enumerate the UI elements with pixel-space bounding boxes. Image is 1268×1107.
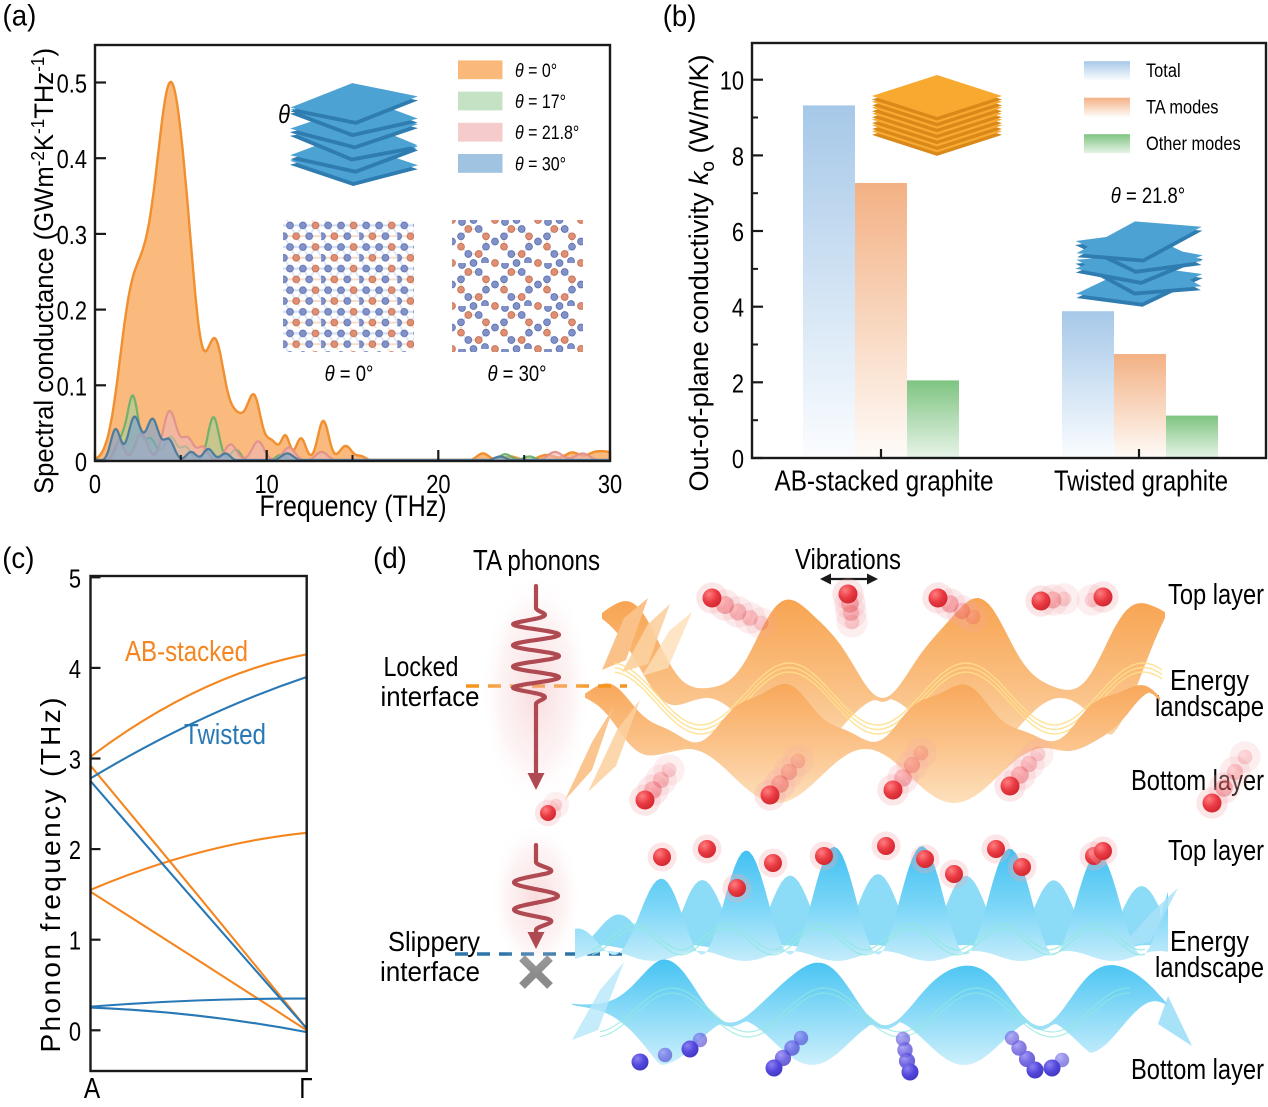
- svg-text:0: 0: [69, 1018, 81, 1047]
- svg-text:0.4: 0.4: [57, 145, 87, 174]
- svg-text:Slippery: Slippery: [388, 926, 480, 957]
- svg-text:Locked: Locked: [384, 651, 459, 682]
- svg-text:(d): (d): [373, 542, 407, 575]
- svg-text:TA phonons: TA phonons: [473, 545, 600, 577]
- svg-text:θ = 30°: θ = 30°: [515, 153, 566, 175]
- svg-text:10: 10: [255, 470, 279, 499]
- svg-text:(b): (b): [663, 0, 697, 33]
- svg-text:θ = 21.8°: θ = 21.8°: [515, 122, 579, 144]
- svg-text:3: 3: [69, 746, 81, 775]
- svg-text:5: 5: [69, 565, 81, 594]
- svg-text:interface: interface: [381, 681, 480, 712]
- svg-text:θ = 17°: θ = 17°: [515, 91, 566, 113]
- svg-text:θ = 0°: θ = 0°: [515, 59, 557, 81]
- svg-text:10: 10: [720, 67, 744, 96]
- svg-text:(a): (a): [3, 0, 37, 33]
- svg-text:landscape: landscape: [1155, 691, 1264, 723]
- svg-text:6: 6: [732, 218, 744, 247]
- svg-text:Spectral conductance (GWm-2K-1: Spectral conductance (GWm-2K-1THz-1): [28, 48, 59, 494]
- svg-text:4: 4: [69, 655, 81, 684]
- svg-text:interface: interface: [380, 956, 480, 987]
- svg-text:(c): (c): [2, 542, 34, 575]
- svg-text:Out-of-plane conductivity ko (: Out-of-plane conductivity ko (W/m/K): [684, 55, 719, 492]
- svg-text:2: 2: [732, 370, 744, 399]
- svg-text:Energy: Energy: [1170, 926, 1249, 958]
- svg-text:0.3: 0.3: [57, 221, 87, 250]
- svg-text:θ = 30°: θ = 30°: [488, 363, 547, 387]
- svg-text:0: 0: [75, 448, 87, 477]
- svg-text:0: 0: [732, 445, 744, 474]
- svg-text:1: 1: [69, 927, 81, 956]
- svg-text:θ: θ: [278, 100, 290, 129]
- svg-text:A: A: [84, 1072, 100, 1104]
- svg-text:0: 0: [89, 470, 101, 499]
- svg-text:Twisted: Twisted: [184, 719, 266, 751]
- svg-text:20: 20: [426, 470, 450, 499]
- svg-text:Top layer: Top layer: [1168, 835, 1264, 867]
- svg-text:Energy: Energy: [1170, 665, 1249, 697]
- svg-text:Bottom layer: Bottom layer: [1131, 1054, 1264, 1086]
- svg-text:8: 8: [732, 143, 744, 172]
- svg-text:Vibrations: Vibrations: [795, 544, 901, 576]
- svg-text:AB-stacked graphite: AB-stacked graphite: [775, 466, 994, 498]
- svg-text:Total: Total: [1146, 60, 1181, 82]
- svg-text:TA modes: TA modes: [1146, 96, 1218, 118]
- svg-text:AB-stacked: AB-stacked: [125, 636, 248, 668]
- svg-text:0.5: 0.5: [57, 70, 87, 99]
- svg-text:Γ: Γ: [299, 1072, 312, 1104]
- svg-text:0.2: 0.2: [57, 297, 87, 326]
- svg-text:30: 30: [598, 470, 622, 499]
- svg-text:Top layer: Top layer: [1168, 579, 1264, 611]
- svg-text:θ = 21.8°: θ = 21.8°: [1111, 185, 1185, 209]
- svg-text:0.1: 0.1: [57, 373, 87, 402]
- svg-text:landscape: landscape: [1155, 952, 1264, 984]
- svg-text:4: 4: [732, 294, 744, 323]
- svg-text:Frequency (THz): Frequency (THz): [260, 490, 447, 523]
- svg-text:θ = 0°: θ = 0°: [325, 363, 374, 387]
- svg-text:Other modes: Other modes: [1146, 133, 1241, 155]
- svg-text:Twisted graphite: Twisted graphite: [1054, 466, 1228, 498]
- svg-text:2: 2: [69, 836, 81, 865]
